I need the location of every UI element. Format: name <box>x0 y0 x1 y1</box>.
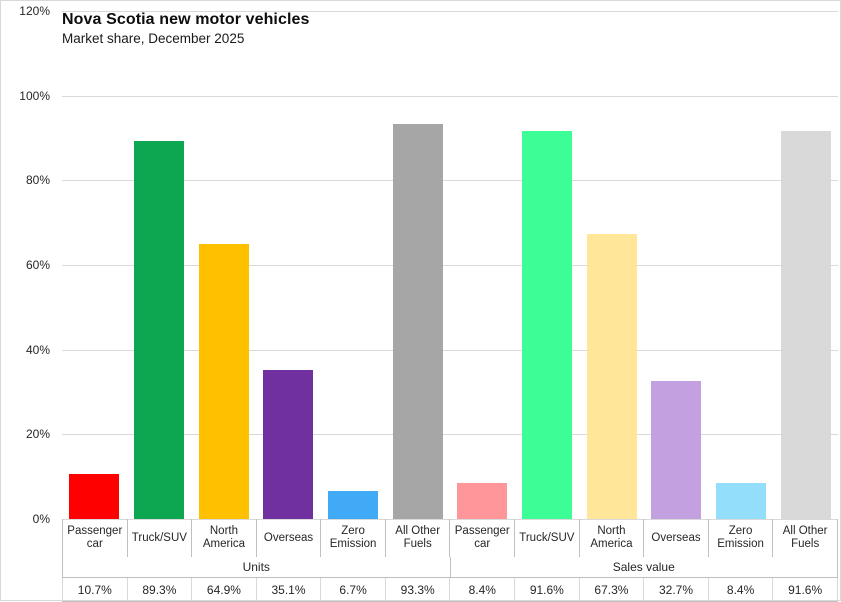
bar-sales-value-overseas <box>651 380 702 519</box>
data-table-value: 32.7% <box>644 578 709 601</box>
category-label: Truck/SUV <box>128 519 193 557</box>
bar-units-all-other-fuels <box>392 124 443 519</box>
data-table-value: 35.1% <box>257 578 322 601</box>
gridline-60% <box>62 265 838 266</box>
y-tick-label: 0% <box>32 512 50 526</box>
gridline-100% <box>62 95 838 97</box>
category-label: Zero Emission <box>321 519 386 557</box>
data-table-value: 6.7% <box>321 578 386 601</box>
category-label: North America <box>192 519 257 557</box>
chart-subtitle: Market share, December 2025 <box>62 31 245 46</box>
bar-units-north-america <box>198 244 249 519</box>
gridline-20% <box>62 434 838 436</box>
data-table-value: 8.4% <box>709 578 774 601</box>
bar-sales-value-truck-suv <box>522 131 572 519</box>
chart-title: Nova Scotia new motor vehicles <box>62 11 310 28</box>
gridline-80% <box>62 180 838 182</box>
data-table-value: 93.3% <box>386 578 451 601</box>
bar-sales-value-north-america <box>586 234 637 519</box>
y-tick-label: 40% <box>25 342 50 357</box>
title-block: Nova Scotia new motor vehicles Market sh… <box>62 9 310 48</box>
category-label: Overseas <box>257 519 322 557</box>
category-label: All Other Fuels <box>386 519 451 557</box>
category-label: Passenger car <box>62 519 128 557</box>
category-axis-and-data-table: Passenger car Truck/SUV North America Overs… <box>62 519 838 602</box>
bar-sales-value-all-other-fuels <box>780 131 831 519</box>
data-table-value: 91.6% <box>773 578 838 601</box>
y-tick-label: 120% <box>19 4 50 18</box>
data-table-value-row: 10.7% 89.3% 64.9% 35.1% 6.7% 93.3% 8.4% 91.6% 67… <box>62 578 838 602</box>
bar-units-passenger-car <box>69 473 120 519</box>
data-table-value: 64.9% <box>192 578 257 601</box>
gridline-40% <box>62 349 838 351</box>
category-label: Truck/SUV <box>515 519 580 557</box>
bar-sales-value-passenger-car <box>457 483 508 519</box>
category-label: Zero Emission <box>709 519 774 557</box>
y-tick-label: 60% <box>25 258 50 272</box>
y-tick-label: 80% <box>25 173 50 188</box>
data-table-value: 67.3% <box>580 578 645 601</box>
category-label: Overseas <box>644 519 709 557</box>
bar-units-truck-suv <box>134 140 184 519</box>
bar-units-overseas <box>263 370 314 519</box>
y-tick-label: 20% <box>25 427 50 442</box>
plot-area <box>62 11 838 520</box>
category-label: North America <box>580 519 645 557</box>
bar-units-zero-emission <box>328 490 378 519</box>
group-label-units: Units <box>62 557 451 577</box>
data-table-value: 89.3% <box>128 578 193 601</box>
category-label: Passenger car <box>450 519 516 557</box>
data-table-value: 91.6% <box>515 578 580 601</box>
group-label-sales-value: Sales value <box>451 557 838 577</box>
data-table-value: 10.7% <box>62 578 128 601</box>
y-tick-label: 100% <box>19 88 50 103</box>
category-label: All Other Fuels <box>773 519 838 557</box>
group-label-row: Units Sales value <box>62 557 838 578</box>
gridline-120% <box>62 11 838 12</box>
category-label-row: Passenger car Truck/SUV North America Overs… <box>62 519 838 557</box>
data-table-value: 8.4% <box>450 578 516 601</box>
bar-sales-value-zero-emission <box>716 483 766 519</box>
